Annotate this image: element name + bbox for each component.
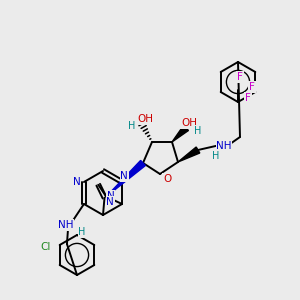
Text: NH: NH	[216, 141, 232, 151]
Text: H: H	[128, 121, 136, 131]
Text: N: N	[106, 196, 114, 207]
Text: F: F	[237, 72, 243, 82]
Text: H: H	[194, 126, 202, 136]
Text: OH: OH	[181, 118, 197, 128]
Text: N: N	[106, 190, 114, 201]
Polygon shape	[172, 125, 188, 142]
Text: F: F	[249, 82, 255, 92]
Text: Cl: Cl	[40, 242, 51, 252]
Text: O: O	[163, 174, 171, 184]
Text: H: H	[78, 227, 85, 237]
Text: NH: NH	[58, 220, 74, 230]
Polygon shape	[106, 160, 146, 196]
Text: N: N	[120, 171, 128, 181]
Text: H: H	[212, 151, 220, 161]
Text: N: N	[73, 177, 81, 187]
Text: F: F	[245, 93, 251, 103]
Polygon shape	[178, 147, 200, 162]
Text: OH: OH	[137, 114, 153, 124]
